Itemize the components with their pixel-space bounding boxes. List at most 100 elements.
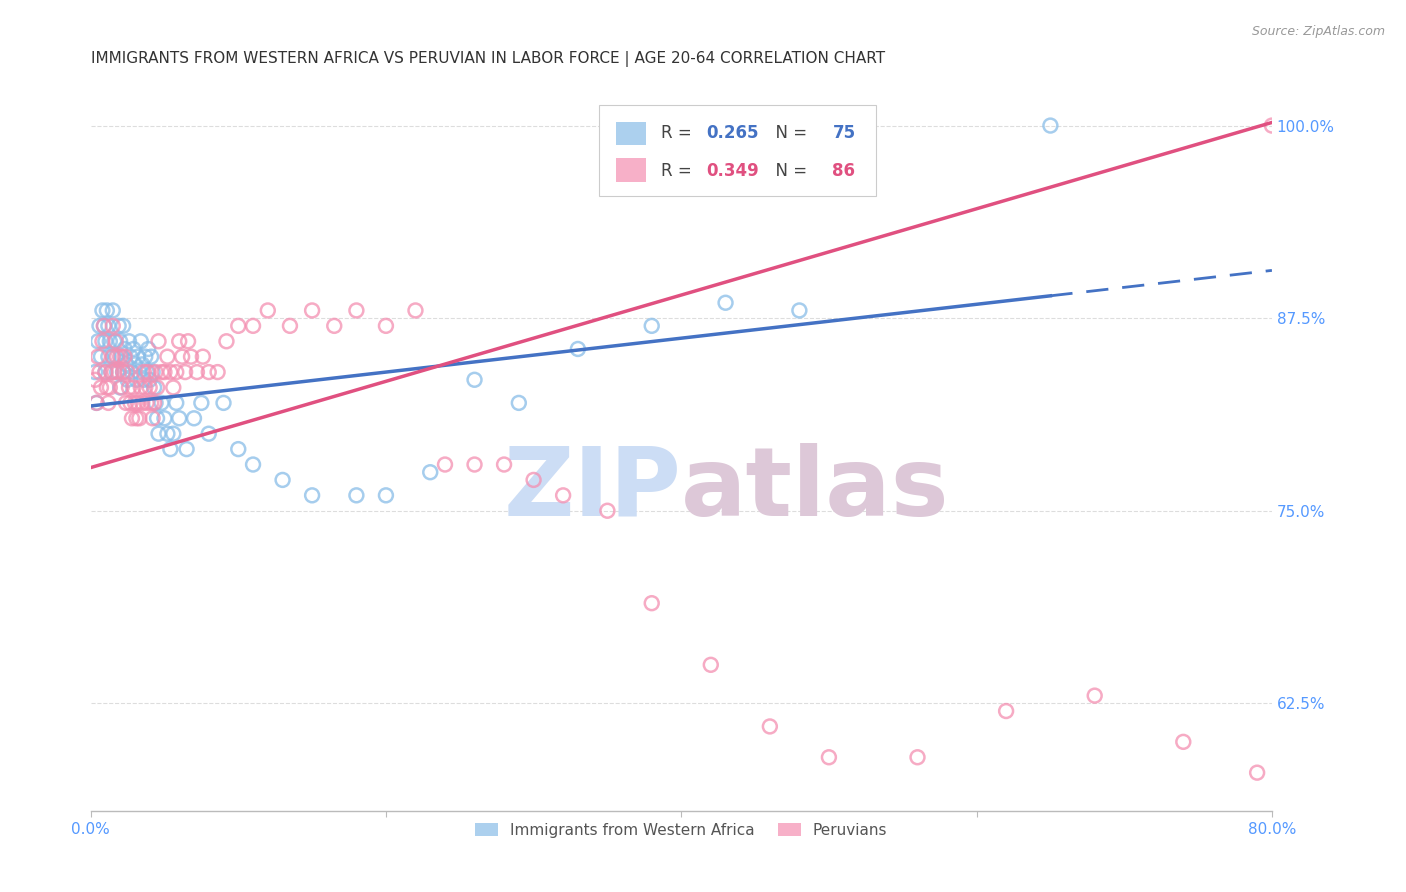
Point: [101, 318, 124, 333]
Point: [112, 365, 135, 379]
Text: IMMIGRANTS FROM WESTERN AFRICA VS PERUVIAN IN LABOR FORCE | AGE 20-64 CORRELATIO: IMMIGRANTS FROM WESTERN AFRICA VS PERUVI…: [90, 51, 884, 67]
Point: [84, 373, 107, 387]
Point: [142, 365, 165, 379]
Point: [87, 350, 110, 364]
Point: [197, 426, 219, 441]
Point: [125, 373, 148, 387]
Point: [103, 334, 125, 349]
Text: 0.349: 0.349: [706, 161, 759, 180]
Point: [153, 365, 176, 379]
Text: ZIP: ZIP: [503, 442, 682, 536]
Point: [226, 318, 249, 333]
Point: [111, 350, 134, 364]
Point: [162, 380, 184, 394]
Point: [111, 380, 134, 394]
Point: [344, 303, 367, 318]
Point: [165, 396, 187, 410]
Point: [278, 318, 301, 333]
Point: [100, 365, 122, 379]
Point: [143, 380, 166, 394]
Point: [596, 504, 619, 518]
Point: [90, 350, 112, 364]
Point: [344, 488, 367, 502]
Point: [567, 342, 589, 356]
Point: [153, 411, 176, 425]
Point: [145, 396, 167, 410]
Point: [114, 342, 136, 356]
Point: [91, 334, 114, 349]
Point: [131, 357, 153, 371]
Point: [464, 373, 486, 387]
Point: [141, 396, 163, 410]
Point: [129, 380, 152, 394]
Text: R =: R =: [661, 124, 697, 142]
Point: [127, 350, 149, 364]
Point: [135, 365, 157, 379]
Point: [150, 396, 173, 410]
Point: [177, 334, 200, 349]
Point: [995, 704, 1018, 718]
Text: 0.265: 0.265: [706, 124, 759, 142]
Point: [818, 750, 841, 764]
Point: [97, 396, 120, 410]
Point: [124, 357, 146, 371]
Point: [167, 334, 190, 349]
Point: [125, 411, 148, 425]
Point: [162, 426, 184, 441]
Point: [98, 380, 121, 394]
Point: [374, 488, 396, 502]
Point: [97, 350, 120, 364]
Point: [714, 295, 737, 310]
Point: [87, 334, 110, 349]
Point: [94, 365, 117, 379]
Legend: Immigrants from Western Africa, Peruvians: Immigrants from Western Africa, Peruvian…: [470, 816, 894, 844]
Point: [128, 411, 150, 425]
Point: [107, 318, 129, 333]
Point: [114, 350, 136, 364]
Point: [404, 303, 426, 318]
Point: [121, 365, 143, 379]
Point: [156, 426, 179, 441]
Point: [301, 488, 323, 502]
FancyBboxPatch shape: [616, 122, 645, 145]
Point: [159, 365, 181, 379]
Point: [143, 396, 166, 410]
Point: [374, 318, 396, 333]
Text: R =: R =: [661, 161, 697, 180]
Point: [91, 303, 114, 318]
Point: [419, 465, 441, 479]
Point: [146, 411, 169, 425]
Point: [142, 411, 165, 425]
Point: [115, 357, 138, 371]
Point: [180, 350, 202, 364]
Point: [256, 303, 278, 318]
Point: [464, 458, 486, 472]
Point: [172, 350, 194, 364]
Point: [86, 396, 108, 410]
Point: [101, 350, 124, 364]
FancyBboxPatch shape: [599, 105, 876, 196]
Point: [1039, 119, 1062, 133]
Point: [176, 442, 198, 456]
Point: [700, 657, 723, 672]
Point: [131, 396, 153, 410]
Point: [150, 365, 173, 379]
Point: [146, 380, 169, 394]
Point: [107, 365, 129, 379]
Text: 75: 75: [832, 124, 856, 142]
Text: N =: N =: [765, 161, 813, 180]
Point: [120, 396, 142, 410]
Point: [101, 350, 124, 364]
Point: [89, 365, 111, 379]
Point: [120, 350, 142, 364]
Point: [136, 365, 159, 379]
Point: [215, 334, 238, 349]
Point: [207, 365, 229, 379]
Point: [141, 350, 163, 364]
Point: [759, 719, 782, 733]
Point: [100, 365, 122, 379]
Point: [1246, 765, 1268, 780]
Point: [103, 365, 125, 379]
Point: [89, 318, 111, 333]
Point: [148, 334, 170, 349]
